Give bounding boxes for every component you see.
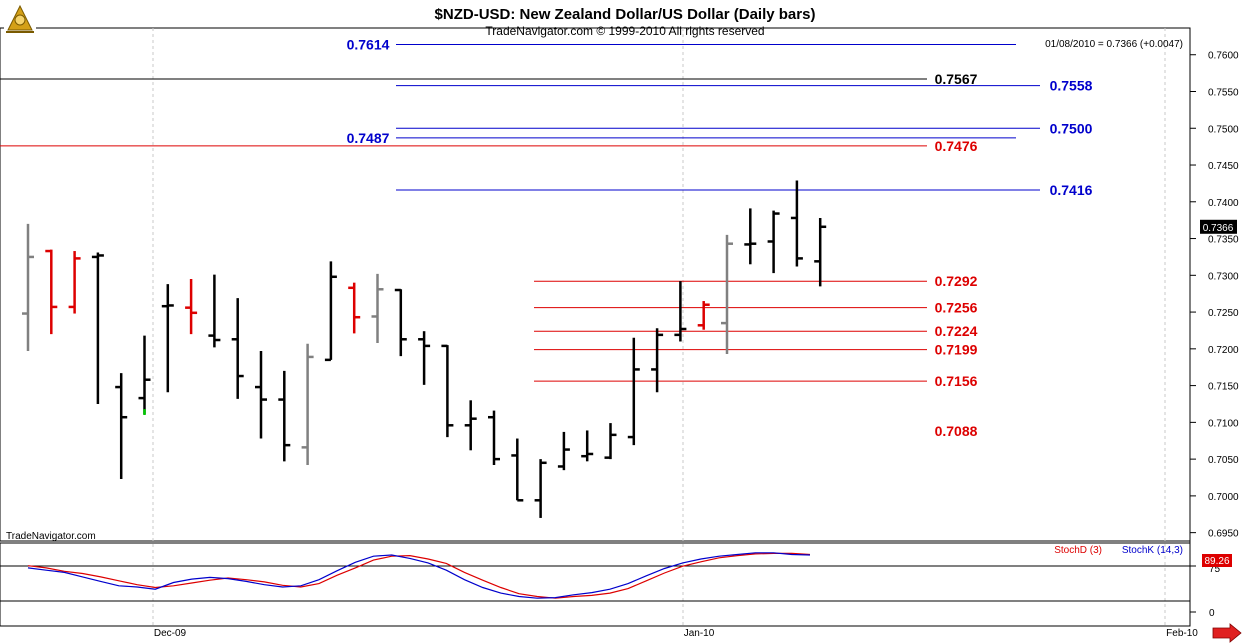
ohlc-bar bbox=[231, 298, 244, 399]
ohlc-bar bbox=[814, 217, 827, 287]
ohlc-bar bbox=[511, 438, 524, 502]
ohlc-bar bbox=[464, 400, 477, 451]
ohlc-bar bbox=[301, 343, 314, 466]
stochastic-lines bbox=[27, 552, 811, 599]
ohlc-bar bbox=[348, 282, 361, 334]
level-label-0.7500: 0.7500 bbox=[1050, 120, 1093, 136]
level-label-0.7256: 0.7256 bbox=[935, 300, 978, 316]
x-label-jan: Jan-10 bbox=[684, 628, 715, 639]
ohlc-bar bbox=[91, 252, 104, 404]
ohlc-bar bbox=[161, 284, 174, 393]
y-tick-label: 0.7300 bbox=[1208, 271, 1239, 282]
ohlc-bar bbox=[488, 410, 500, 466]
legend-stochk: StochK (14,3) bbox=[1122, 545, 1183, 556]
ohlc-bar bbox=[581, 430, 594, 462]
ohlc-bar bbox=[674, 281, 687, 342]
y-tick-label: 0.7550 bbox=[1208, 87, 1239, 98]
level-label-0.7487: 0.7487 bbox=[347, 130, 390, 146]
ohlc-bar bbox=[744, 208, 757, 265]
ohlc-bar bbox=[604, 423, 617, 460]
price-axis: 0.76000.75500.75000.74500.74000.73500.73… bbox=[1190, 51, 1239, 540]
level-label-0.7088: 0.7088 bbox=[935, 423, 978, 439]
y-tick-label: 0.7250 bbox=[1208, 308, 1239, 319]
ohlc-bar bbox=[255, 351, 267, 439]
y-tick-label: 0.6950 bbox=[1208, 529, 1239, 540]
ohlc-bar bbox=[115, 373, 128, 479]
level-label-0.7292: 0.7292 bbox=[935, 273, 978, 289]
ohlc-bar bbox=[790, 180, 803, 267]
y-tick-label: 0.7500 bbox=[1208, 124, 1239, 135]
y-tick-label: 0.7400 bbox=[1208, 198, 1239, 209]
y-tick-label: 0.7450 bbox=[1208, 161, 1239, 172]
ohlc-bar bbox=[627, 337, 640, 446]
ohlc-bar bbox=[45, 249, 58, 335]
ohlc-bar bbox=[371, 273, 384, 343]
y-tick-label: 0.7100 bbox=[1208, 418, 1239, 429]
chart-title: $NZD-USD: New Zealand Dollar/US Dollar (… bbox=[435, 6, 816, 23]
y-tick-label: 0.7350 bbox=[1208, 235, 1239, 246]
level-label-0.7558: 0.7558 bbox=[1050, 78, 1093, 94]
ohlc-bar bbox=[441, 344, 454, 438]
ohlc-bar bbox=[278, 370, 291, 462]
level-label-0.7224: 0.7224 bbox=[935, 323, 978, 339]
ohlc-bar bbox=[651, 328, 664, 393]
y-tick-label: 0.7000 bbox=[1208, 492, 1239, 503]
ohlc-bar bbox=[767, 210, 780, 274]
watermark: TradeNavigator.com bbox=[6, 531, 96, 542]
last-price-tag: 0.7366 bbox=[1200, 219, 1237, 234]
osc-tick-75: 75 bbox=[1209, 564, 1221, 575]
svg-text:89.26: 89.26 bbox=[1204, 556, 1229, 567]
level-label-0.7614: 0.7614 bbox=[347, 36, 390, 52]
y-tick-label: 0.7050 bbox=[1208, 455, 1239, 466]
chart-subtitle: TradeNavigator.com © 1999-2010 All right… bbox=[485, 24, 764, 38]
ohlc-bar bbox=[534, 459, 547, 518]
level-label-0.7416: 0.7416 bbox=[1050, 182, 1093, 198]
ohlc-bar bbox=[208, 274, 221, 348]
last-quote: 01/08/2010 = 0.7366 (+0.0047) bbox=[1045, 39, 1183, 50]
logo-icon bbox=[4, 2, 36, 34]
stochd-line bbox=[27, 552, 811, 599]
legend-stochd: StochD (3) bbox=[1054, 545, 1102, 556]
osc-last-value-tag: 89.26 bbox=[1202, 554, 1232, 567]
y-tick-label: 0.7600 bbox=[1208, 51, 1239, 62]
ohlc-bar bbox=[721, 234, 733, 354]
ohlc-bar bbox=[394, 288, 407, 357]
level-label-0.7476: 0.7476 bbox=[935, 138, 978, 154]
y-tick-label: 0.7200 bbox=[1208, 345, 1239, 356]
ohlc-bar bbox=[324, 261, 337, 362]
ohlc-bar bbox=[185, 278, 198, 335]
x-label-dec: Dec-09 bbox=[154, 628, 187, 639]
ohlc-bar bbox=[418, 331, 431, 385]
level-label-0.7199: 0.7199 bbox=[935, 342, 978, 358]
scroll-right-arrow-icon[interactable] bbox=[1212, 623, 1242, 643]
oscillator-panel bbox=[0, 542, 1191, 627]
y-tick-label: 0.7150 bbox=[1208, 382, 1239, 393]
osc-axis: 75 0 bbox=[1190, 564, 1221, 619]
ohlc-bar bbox=[68, 251, 81, 314]
level-label-0.7156: 0.7156 bbox=[935, 373, 978, 389]
ohlc-bar bbox=[138, 335, 151, 415]
price-panel bbox=[0, 27, 1191, 542]
osc-tick-0: 0 bbox=[1209, 608, 1215, 619]
level-label-0.7567: 0.7567 bbox=[935, 71, 978, 87]
ohlc-bars bbox=[22, 180, 827, 518]
ohlc-bar bbox=[697, 301, 710, 330]
ohlc-bar bbox=[22, 223, 34, 352]
ohlc-bar bbox=[557, 431, 570, 471]
level-lines: 0.7614 0.7567 0.7558 0.7500 0.7487 0.7476 0.74… bbox=[0, 36, 1093, 439]
svg-text:0.7366: 0.7366 bbox=[1203, 223, 1234, 234]
stochk-line bbox=[27, 552, 811, 599]
x-label-feb: Feb-10 bbox=[1166, 628, 1198, 639]
